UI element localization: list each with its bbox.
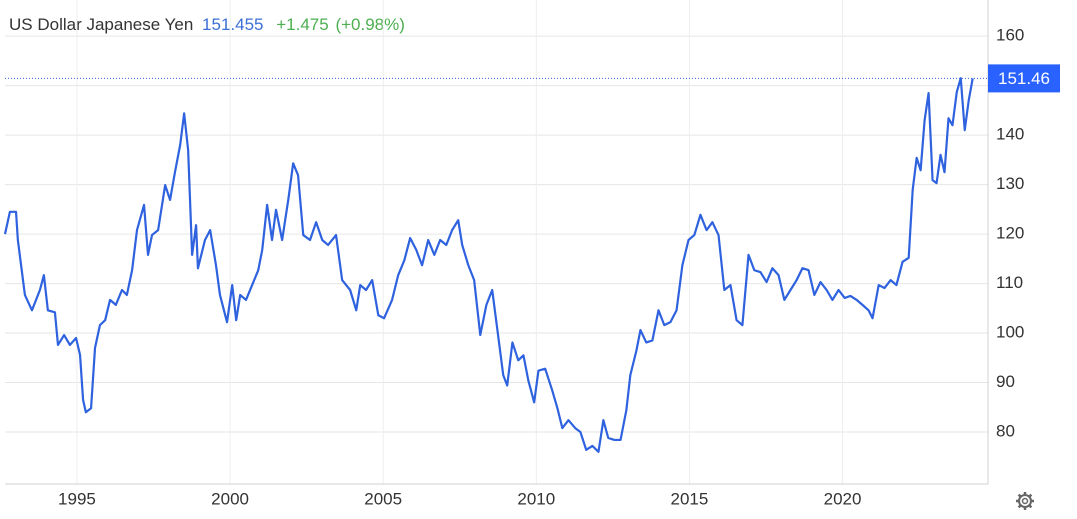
y-tick-label: 110 <box>996 273 1023 292</box>
y-tick-label: 120 <box>996 224 1024 243</box>
price: 151.455 <box>202 15 264 34</box>
grid <box>5 0 988 484</box>
y-tick-label: 140 <box>996 125 1024 144</box>
y-tick-label: 80 <box>996 422 1015 441</box>
x-tick-label: 2020 <box>824 489 862 508</box>
last-value-label: 151.46 <box>998 69 1050 88</box>
x-tick-label: 2000 <box>211 489 249 508</box>
settings-gear-teeth[interactable] <box>1016 492 1034 510</box>
x-tick-label: 2010 <box>517 489 555 508</box>
y-tick-label: 90 <box>996 372 1015 391</box>
x-tick-label: 2005 <box>364 489 402 508</box>
last-value-box <box>988 64 1060 93</box>
settings-icon[interactable] <box>1016 492 1034 510</box>
x-tick-label: 2015 <box>671 489 709 508</box>
plot <box>3 77 974 453</box>
chart-title: US Dollar Japanese Yen <box>9 15 194 34</box>
settings-gear-center[interactable] <box>1021 497 1029 505</box>
change: +1.475 <box>276 15 329 34</box>
change-percent: (+0.98%) <box>335 15 405 34</box>
y-tick-label: 160 <box>996 26 1024 45</box>
x-tick-label: 1995 <box>58 489 96 508</box>
price-line <box>3 77 974 453</box>
chart-header: US Dollar Japanese Yen 151.455 +1.475 (+… <box>9 15 405 35</box>
y-tick-label: 100 <box>996 323 1024 342</box>
y-tick-label: 130 <box>996 174 1024 193</box>
